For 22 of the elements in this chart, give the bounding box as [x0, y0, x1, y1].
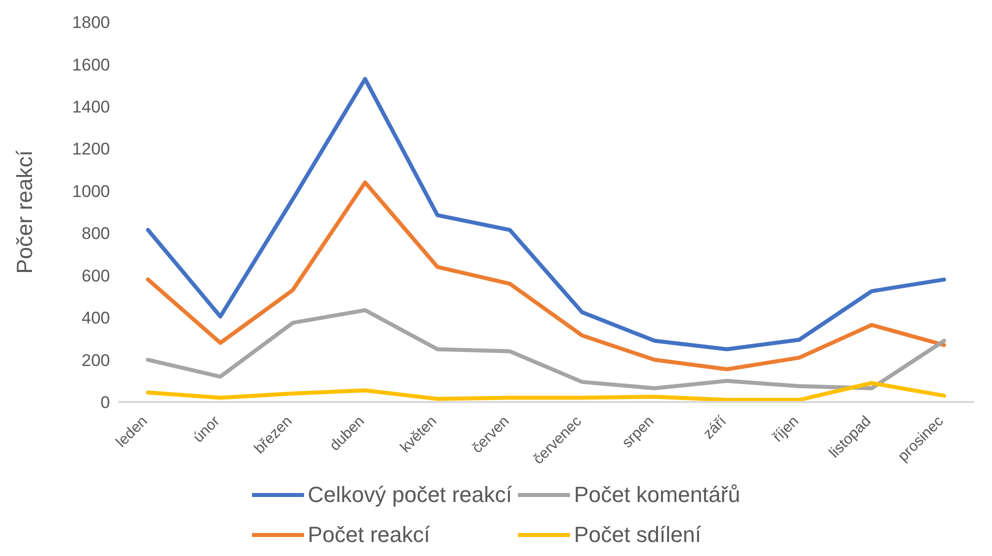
y-tick-label: 0 [100, 393, 110, 412]
legend-label: Počet reakcí [308, 522, 430, 548]
line-series [146, 77, 946, 352]
y-tick-label: 800 [82, 224, 110, 244]
y-tick-label: 1200 [72, 140, 110, 159]
y-tick-label: 1600 [72, 55, 110, 74]
x-tick-label: únor [190, 412, 224, 446]
y-axis-title: Počer reakcí [12, 150, 37, 274]
x-tick-label: září [700, 412, 730, 443]
line-series [146, 308, 946, 390]
y-tick-label: 600 [82, 266, 110, 286]
y-tick-label: 1800 [72, 13, 110, 32]
y-tick-label: 1400 [72, 97, 110, 116]
legend-label: Celkový počet reakcí [308, 482, 512, 508]
line-series [146, 180, 946, 372]
y-tick-label: 1000 [72, 182, 110, 201]
line-series [146, 381, 946, 402]
x-tick-label: říjen [769, 412, 802, 446]
legend-label: Počet sdílení [574, 522, 702, 548]
legend-label: Počet komentářů [574, 482, 740, 508]
y-tick-label: 200 [82, 350, 110, 370]
y-tick-label: 400 [82, 308, 110, 328]
